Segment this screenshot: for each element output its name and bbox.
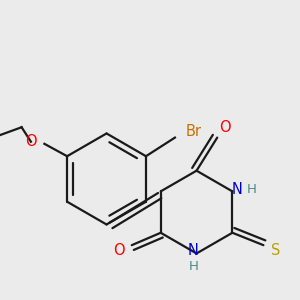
Text: H: H — [247, 183, 257, 196]
Text: S: S — [271, 243, 280, 258]
Text: O: O — [113, 243, 125, 258]
Text: N: N — [188, 243, 199, 258]
Text: O: O — [25, 134, 37, 149]
Text: N: N — [232, 182, 243, 197]
Text: H: H — [188, 260, 198, 273]
Text: O: O — [219, 120, 230, 135]
Text: Br: Br — [186, 124, 202, 139]
